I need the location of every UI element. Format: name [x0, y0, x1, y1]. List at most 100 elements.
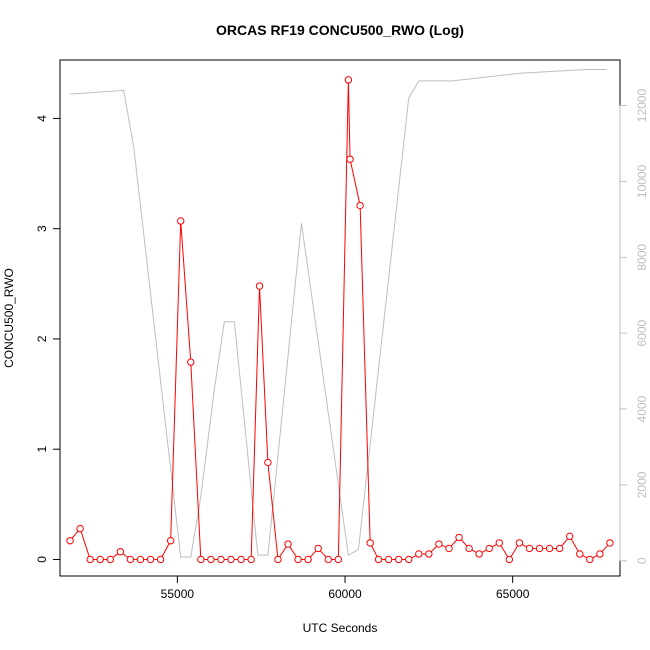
data-point	[555, 544, 564, 553]
primary-series-segment	[601, 544, 609, 552]
data-point	[374, 555, 383, 564]
data-point	[314, 544, 322, 553]
data-point	[126, 555, 135, 564]
primary-series-segment	[170, 224, 182, 538]
primary-series-segment	[309, 550, 317, 558]
primary-series-segment	[259, 289, 269, 460]
primary-series-segment	[570, 538, 579, 552]
data-point	[394, 555, 403, 564]
y2-tick-label: 6000	[635, 320, 649, 347]
data-point	[324, 555, 332, 564]
data-point	[535, 544, 544, 553]
y-tick-label: 1	[35, 446, 49, 453]
x-axis: 55000 60000 65000	[161, 575, 530, 601]
data-point	[566, 532, 574, 541]
y2-tick-label: 0	[635, 557, 649, 564]
primary-series-segment	[347, 83, 351, 157]
data-point	[384, 555, 393, 564]
primary-series-segment	[267, 465, 279, 557]
data-point	[96, 555, 104, 564]
data-point	[255, 282, 264, 290]
y2-tick-label: 12000	[635, 89, 649, 123]
x-axis-label: UTC Seconds	[303, 621, 378, 635]
primary-series-segment	[521, 544, 527, 548]
primary-series-segment	[359, 208, 371, 540]
data-point	[346, 155, 354, 163]
data-point	[475, 550, 483, 558]
primary-series-segment	[279, 546, 287, 558]
data-point	[405, 555, 413, 564]
data-point	[465, 544, 473, 553]
secondary-series-layer	[70, 68, 607, 558]
primary-series-segment	[430, 545, 437, 553]
data-point	[445, 544, 453, 553]
data-point	[515, 539, 524, 547]
data-point	[247, 555, 255, 564]
chart-title: ORCAS RF19 CONCU500_RWO (Log)	[216, 22, 464, 38]
primary-series-segment	[592, 555, 598, 559]
primary-series-segment	[481, 549, 487, 553]
data-point	[435, 540, 443, 548]
primary-series-segment	[289, 546, 297, 558]
data-point	[227, 555, 235, 564]
y-axis-left: 0 1 2 3 4	[35, 115, 61, 563]
data-point	[106, 555, 115, 564]
primary-series-segment	[80, 531, 90, 557]
data-point	[197, 555, 205, 564]
data-point	[146, 555, 155, 564]
primary-series-layer	[66, 76, 614, 564]
y2-tick-label: 2000	[635, 471, 649, 498]
data-point	[136, 555, 145, 564]
primary-series-segment	[471, 549, 477, 553]
data-point	[366, 539, 374, 547]
data-point	[576, 550, 584, 558]
primary-series-segment	[441, 544, 447, 548]
y-tick-label: 0	[35, 556, 49, 563]
data-point	[606, 539, 614, 547]
primary-series-segment	[337, 83, 349, 557]
primary-series-segment	[510, 545, 519, 557]
primary-series-segment	[180, 224, 192, 359]
primary-series-segment	[371, 545, 378, 557]
data-point	[525, 544, 534, 553]
data-point	[76, 524, 84, 533]
primary-series-segment	[319, 550, 327, 558]
data-point	[166, 537, 175, 545]
primary-series-segment	[161, 543, 170, 557]
data-point	[274, 555, 282, 564]
data-point	[264, 458, 272, 467]
data-point	[294, 555, 302, 564]
data-point	[237, 555, 245, 564]
data-point	[485, 544, 493, 553]
data-point	[356, 201, 364, 210]
primary-series-segment	[582, 555, 588, 559]
primary-series-segment	[460, 539, 468, 547]
data-point	[284, 540, 292, 548]
data-point	[66, 537, 74, 545]
primary-series-segment	[112, 553, 119, 558]
data-point	[177, 217, 185, 225]
secondary-series-line	[70, 68, 607, 558]
data-point	[334, 555, 343, 564]
y2-tick-label: 8000	[635, 244, 649, 271]
y-tick-label: 3	[35, 225, 49, 232]
data-point	[304, 555, 312, 564]
y-tick-label: 4	[35, 115, 49, 122]
data-point	[455, 533, 463, 542]
primary-series-segment	[561, 538, 569, 547]
y-axis-label: CONCU500_RWO	[2, 268, 16, 368]
data-point	[495, 539, 503, 547]
y-axis-right: 0 2000 4000 6000 8000 10000 12000	[619, 89, 649, 564]
data-point	[116, 548, 125, 556]
primary-series-segment	[450, 539, 458, 547]
data-point	[415, 550, 423, 558]
data-point	[586, 555, 594, 564]
data-point	[596, 550, 604, 558]
data-point	[545, 544, 554, 553]
data-point	[505, 555, 514, 564]
data-point	[187, 358, 195, 366]
primary-series-segment	[250, 289, 260, 557]
x-tick-label: 60000	[328, 587, 362, 601]
primary-series-segment	[190, 365, 202, 557]
